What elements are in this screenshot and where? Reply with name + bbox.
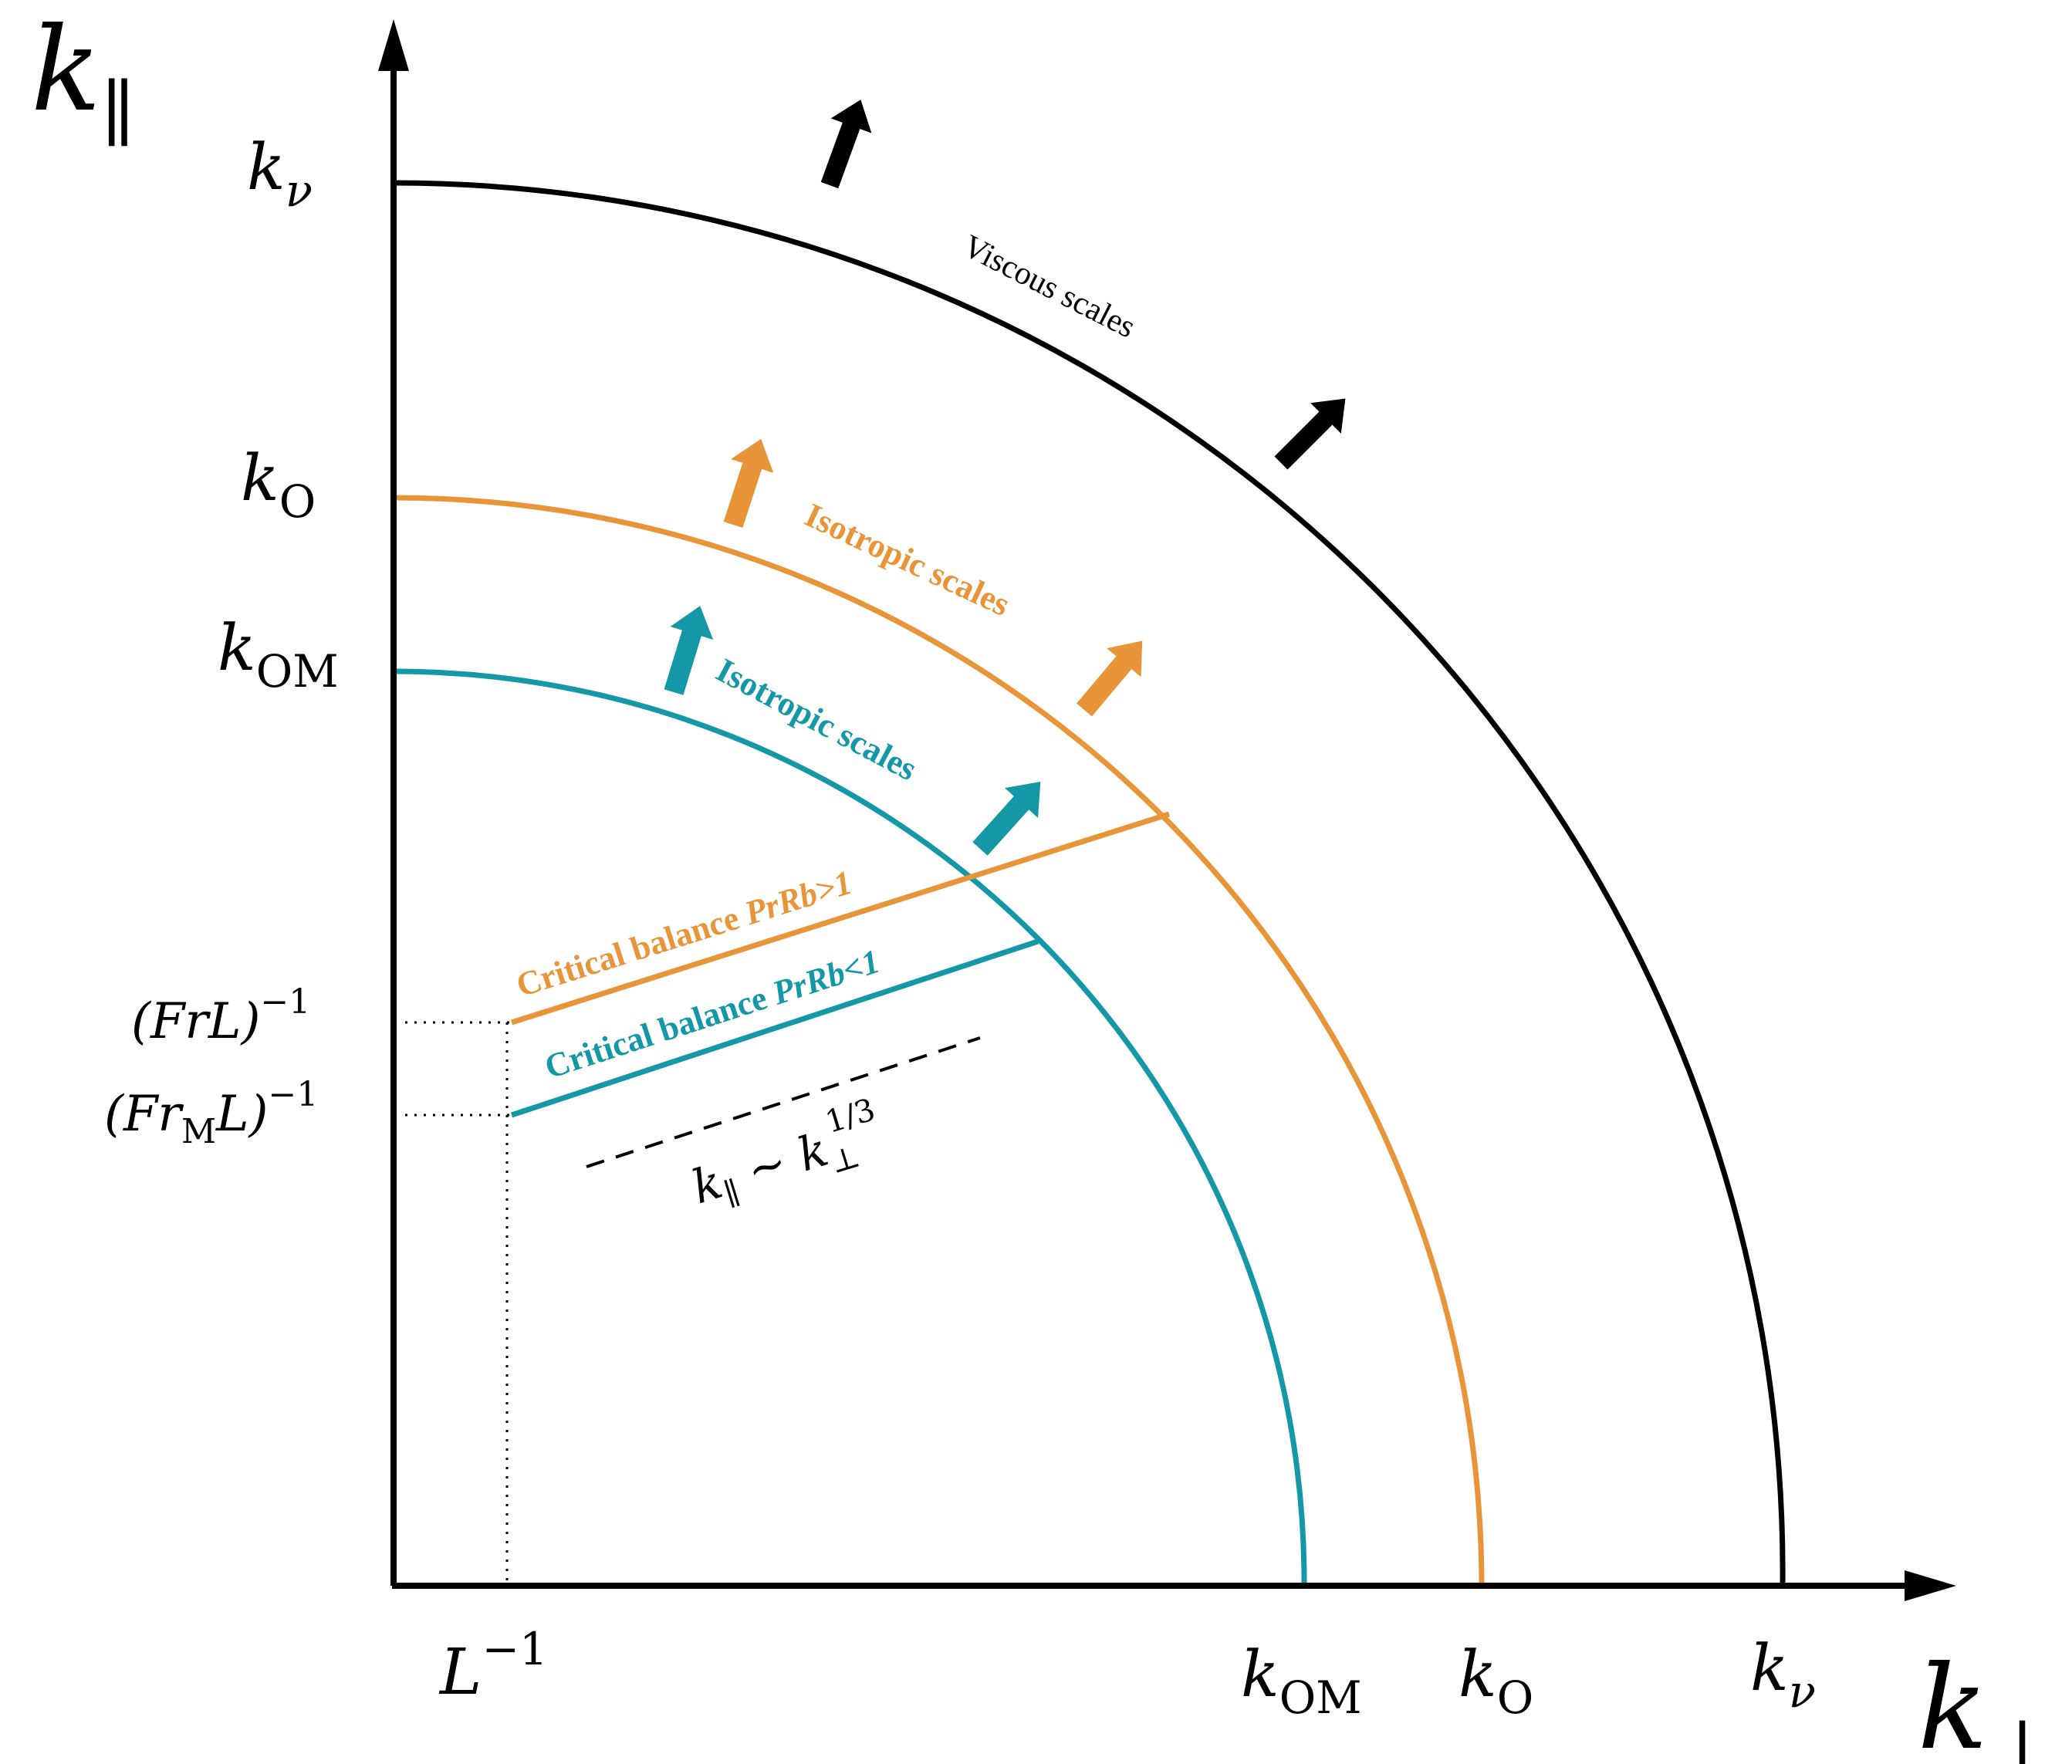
critical-balance-orange-line — [510, 811, 1171, 1026]
y-axis-label: k∥ — [31, 3, 135, 157]
y-tick-fr-l: (FrL)−1 — [131, 982, 310, 1050]
viscous-arrow-1 — [820, 100, 872, 189]
y-tick-k-om: kOM — [218, 612, 339, 698]
x-axis-arrowhead — [1905, 1570, 1956, 1601]
y-tick-k-o: kO — [241, 442, 316, 528]
isotropic-teal-curve — [393, 668, 1307, 1587]
scaling-slope-line — [586, 1036, 981, 1168]
scaling-law-label: k∥ ∼ k⊥1/3 — [681, 1092, 891, 1222]
viscous-arrow-2 — [1274, 398, 1346, 470]
x-tick-k-o: kO — [1459, 1638, 1533, 1724]
x-axis-label: k⊥ — [1918, 1641, 2057, 1764]
orange-arrow-1 — [723, 438, 774, 529]
teal-arrow-1 — [664, 606, 714, 695]
y-axis-arrowhead — [378, 19, 409, 71]
viscous-scale-curve — [393, 180, 1786, 1587]
isotropic-orange-curve — [393, 495, 1485, 1587]
viscous-scales-label: Viscous scales — [957, 228, 1141, 346]
isotropic-scales-orange-label: Isotropic scales — [799, 496, 1016, 623]
isotropic-scales-teal-label: Isotropic scales — [710, 651, 923, 789]
y-tick-k-nu: kν — [247, 131, 313, 217]
critical-balance-teal-line — [510, 938, 1039, 1118]
orange-arrow-2 — [1077, 640, 1143, 717]
teal-arrow-2 — [972, 782, 1041, 856]
x-tick-l-inv: L−1 — [438, 1623, 548, 1709]
x-tick-k-nu: kν — [1750, 1632, 1816, 1718]
y-tick-fr-m-l: (FrML)−1 — [104, 1075, 318, 1151]
x-tick-k-om: kOM — [1241, 1638, 1362, 1724]
